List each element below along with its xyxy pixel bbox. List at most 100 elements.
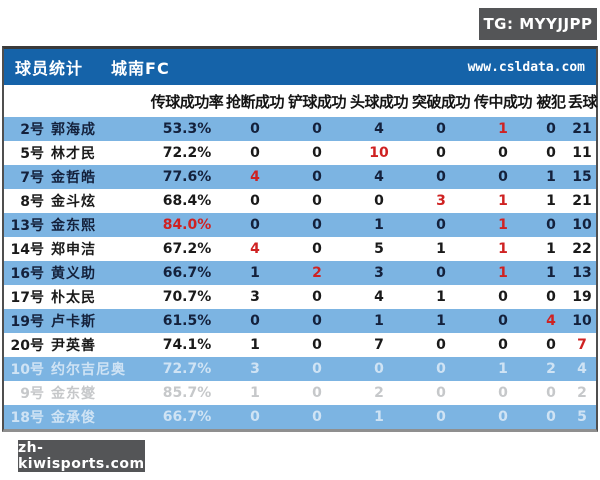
stat-cell: 68.4% [162, 193, 212, 209]
stat-cell: 1 [546, 241, 556, 257]
player-name-cell: 13号 金东熙 [4, 215, 150, 235]
stat-cell: 0 [546, 289, 556, 305]
stat-cell: 4 [250, 169, 260, 185]
stat-cell: 1 [250, 385, 260, 401]
stat-cell: 0 [250, 409, 260, 425]
player-name-cell: 9号 金东燮 [4, 383, 150, 403]
stat-cell: 1 [374, 313, 384, 329]
table-row: 16号 黄义助 66.7% 1 2 3 0 1 1 13 [4, 261, 596, 285]
player-name-cell: 5号 林才民 [4, 143, 150, 163]
stat-cell: 4 [250, 241, 260, 257]
stat-cell: 67.2% [162, 241, 212, 257]
player-name-cell: 8号 金斗炫 [4, 191, 150, 211]
stat-cell: 1 [498, 121, 508, 137]
player-jersey-number: 10号 [10, 362, 44, 378]
table-row: 7号 金哲皓 77.6% 4 0 4 0 0 1 15 [4, 165, 596, 189]
stat-cell: 1 [374, 217, 384, 233]
stat-cell: 66.7% [162, 409, 212, 425]
player-name: 金东熙 [51, 218, 96, 234]
title-bar: 球员统计 城南FC www.csldata.com [4, 49, 596, 85]
player-name-cell: 17号 朴太民 [4, 287, 150, 307]
stat-cell: 3 [374, 265, 384, 281]
player-name: 朴太民 [51, 290, 96, 306]
stat-cell: 0 [546, 145, 556, 161]
column-header: 铲球成功 [287, 92, 347, 111]
stat-cell: 0 [250, 121, 260, 137]
stat-cell: 0 [436, 409, 446, 425]
player-jersey-number: 5号 [20, 146, 44, 162]
stat-cell: 4 [546, 313, 556, 329]
stat-cell: 1 [498, 265, 508, 281]
source-url: www.csldata.com [467, 59, 585, 75]
column-header: 传球成功率 [150, 92, 224, 111]
stat-cell: 0 [498, 289, 508, 305]
stat-cell: 85.7% [162, 385, 212, 401]
stat-cell: 0 [374, 361, 384, 377]
stat-cell: 0 [436, 217, 446, 233]
player-name: 金承俊 [51, 410, 96, 426]
player-jersey-number: 8号 [20, 194, 44, 210]
stat-cell: 2 [577, 385, 587, 401]
stat-cell: 0 [312, 217, 322, 233]
stat-cell: 1 [374, 409, 384, 425]
stat-cell: 61.5% [162, 313, 212, 329]
stat-cell: 1 [436, 289, 446, 305]
stat-cell: 21 [572, 121, 592, 137]
column-header-row: 传球成功率 抢断成功 铲球成功 头球成功 突破成功 传中成功 被犯 丢球 [4, 85, 598, 117]
stat-cell: 70.7% [162, 289, 212, 305]
player-jersey-number: 9号 [20, 386, 44, 402]
stat-cell: 0 [436, 385, 446, 401]
player-jersey-number: 2号 [20, 122, 44, 138]
player-jersey-number: 19号 [10, 314, 44, 330]
player-name: 郑申洁 [51, 242, 96, 258]
stat-cell: 1 [250, 265, 260, 281]
player-jersey-number: 20号 [10, 338, 44, 354]
page-title: 球员统计 [15, 59, 84, 78]
stat-cell: 0 [498, 313, 508, 329]
stat-cell: 7 [577, 337, 587, 353]
stat-cell: 1 [546, 265, 556, 281]
stat-cell: 15 [572, 169, 592, 185]
stat-cell: 0 [546, 409, 556, 425]
player-name-cell: 19号 卢卡斯 [4, 311, 150, 331]
player-name-cell: 14号 郑申洁 [4, 239, 150, 259]
stat-cell: 0 [498, 385, 508, 401]
stat-cell: 10 [369, 145, 389, 161]
stat-cell: 5 [374, 241, 384, 257]
player-name: 卢卡斯 [51, 314, 96, 330]
stat-cell: 4 [577, 361, 587, 377]
stat-cell: 4 [374, 289, 384, 305]
stat-cell: 0 [312, 145, 322, 161]
stat-cell: 0 [312, 337, 322, 353]
table-row: 13号 金东熙 84.0% 0 0 1 0 1 0 10 [4, 213, 596, 237]
stat-cell: 2 [546, 361, 556, 377]
stat-cell: 0 [374, 193, 384, 209]
player-name: 金哲皓 [51, 170, 96, 186]
stat-cell: 1 [498, 361, 508, 377]
table-row: 18号 金承俊 66.7% 0 0 1 0 0 0 5 [4, 405, 596, 429]
stat-cell: 74.1% [162, 337, 212, 353]
stat-cell: 0 [312, 121, 322, 137]
table-row: 5号 林才民 72.2% 0 0 10 0 0 0 11 [4, 141, 596, 165]
stat-cell: 1 [250, 337, 260, 353]
stat-cell: 4 [374, 121, 384, 137]
stat-cell: 0 [250, 193, 260, 209]
stat-cell: 0 [546, 337, 556, 353]
player-name: 林才民 [51, 146, 96, 162]
stat-cell: 1 [546, 193, 556, 209]
stat-cell: 0 [498, 145, 508, 161]
stat-cell: 0 [312, 409, 322, 425]
stat-cell: 13 [572, 265, 592, 281]
stats-panel: 球员统计 城南FC www.csldata.com 传球成功率 抢断成功 铲球成功头… [2, 46, 598, 432]
team-name: 城南FC [111, 59, 170, 78]
stat-cell: 1 [546, 169, 556, 185]
column-header: 传中成功 [473, 92, 533, 111]
stat-cell: 0 [436, 265, 446, 281]
stat-cell: 0 [312, 361, 322, 377]
player-name: 尹英善 [51, 338, 96, 354]
stat-cell: 2 [312, 265, 322, 281]
player-jersey-number: 17号 [10, 290, 44, 306]
player-jersey-number: 18号 [10, 410, 44, 426]
table-row: 17号 朴太民 70.7% 3 0 4 1 0 0 19 [4, 285, 596, 309]
stat-cell: 0 [546, 121, 556, 137]
